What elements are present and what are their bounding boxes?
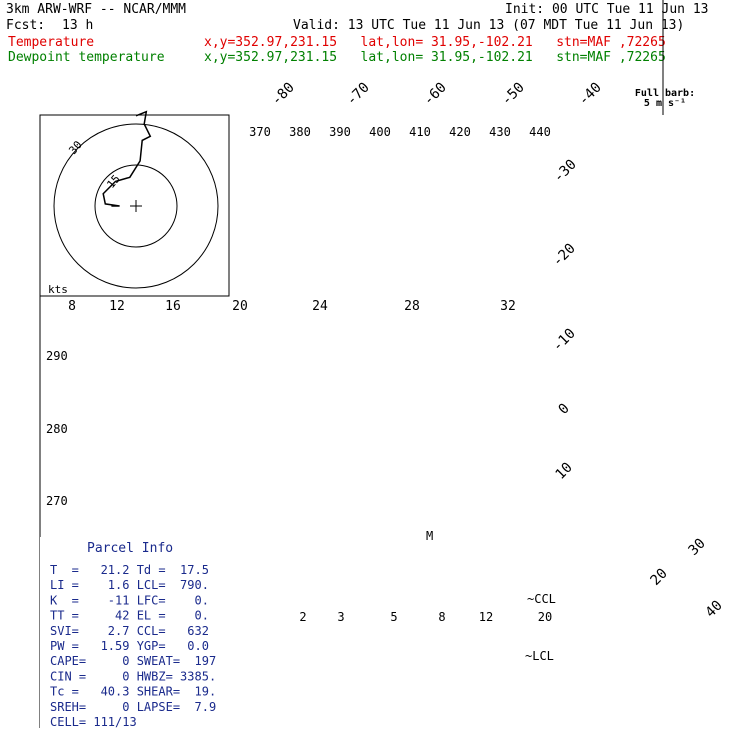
theta-label: 410 xyxy=(409,125,431,139)
isotherm-label: -50 xyxy=(499,80,528,109)
parcel-info-box: Parcel Info T = 21.2 Td = 17.5LI = 1.6 LC… xyxy=(40,537,225,729)
isotherm-label: 30 xyxy=(686,536,709,559)
isotherm-label: 10 xyxy=(553,460,576,483)
theta-label: 380 xyxy=(289,125,311,139)
isotherm-label: 0 xyxy=(556,401,573,418)
mixing-ratio-label: 2 xyxy=(299,610,306,624)
hodograph-ring-label: 32 xyxy=(500,299,516,314)
side-theta-label: 270 xyxy=(46,494,68,508)
parcel-info-row: CAPE= 0 SWEAT= 197 xyxy=(50,654,216,668)
model-title: 3km ARW-WRF -- NCAR/MMM xyxy=(6,2,187,17)
hodograph-units: kts xyxy=(48,283,68,296)
forecast-label: Fcst: xyxy=(6,18,46,33)
hodograph-ring-label: 28 xyxy=(404,299,420,314)
isotherm-label: -70 xyxy=(344,80,373,109)
parcel-info-row: SVI= 2.7 CCL= 632 xyxy=(50,624,209,638)
parcel-info-row: CIN = 0 HWBZ= 3385. xyxy=(50,669,216,683)
theta-label: 420 xyxy=(449,125,471,139)
level-marker: M xyxy=(426,529,433,543)
temperature-location-info: x,y=352.97,231.15 lat,lon= 31.95,-102.21… xyxy=(204,35,666,50)
parcel-info-row: CELL= 111/13 xyxy=(50,715,137,729)
dewpoint-legend-label: Dewpoint temperature xyxy=(8,50,165,65)
theta-label: 400 xyxy=(369,125,391,139)
mixing-ratio-label: 3 xyxy=(337,610,344,624)
hodograph-ring-label: 20 xyxy=(232,299,248,314)
parcel-info-row: K = -11 LFC= 0. xyxy=(50,593,209,607)
dewpoint-location-info: x,y=352.97,231.15 lat,lon= 31.95,-102.21… xyxy=(204,50,666,65)
isotherm-label: 20 xyxy=(648,566,671,589)
hodograph-ring-label: 16 xyxy=(165,299,181,314)
mixing-ratio-label: 12 xyxy=(479,610,493,624)
parcel-info-title: Parcel Info xyxy=(87,541,173,556)
parcel-info-row: LI = 1.6 LCL= 790. xyxy=(50,578,209,592)
valid-time: Valid: 13 UTC Tue 11 Jun 13 (07 MDT Tue … xyxy=(293,18,685,33)
side-theta-label: 280 xyxy=(46,422,68,436)
isotherm-label: -40 xyxy=(576,80,605,109)
barb-legend-line1: Full barb: xyxy=(635,88,695,99)
isotherm-label: -20 xyxy=(550,241,579,270)
isotherm-label: -10 xyxy=(550,326,579,355)
level-marker: ~CCL xyxy=(527,592,556,606)
parcel-info-row: TT = 42 EL = 0. xyxy=(50,609,209,623)
parcel-info-row: SREH= 0 LAPSE= 7.9 xyxy=(50,700,216,714)
hodograph-inner-ring xyxy=(94,164,178,248)
isotherm-label: -80 xyxy=(269,80,298,109)
isotherm xyxy=(0,115,11,728)
hodograph-ring-label: 8 xyxy=(68,299,76,314)
isotherm-label: -30 xyxy=(551,157,580,186)
isotherm-label: -60 xyxy=(421,80,450,109)
mixing-ratio-label: 8 xyxy=(438,610,445,624)
side-theta-label: 290 xyxy=(46,349,68,363)
parcel-info-row: T = 21.2 Td = 17.5 xyxy=(50,563,209,577)
theta-label: 370 xyxy=(249,125,271,139)
hodograph-ring-label: 12 xyxy=(109,299,125,314)
parcel-info-background xyxy=(40,537,225,728)
theta-label: 390 xyxy=(329,125,351,139)
hodograph-ring-label: 24 xyxy=(312,299,328,314)
mixing-ratio-label: 20 xyxy=(538,610,552,624)
barb-legend-line2: 5 m s⁻¹ xyxy=(644,98,686,109)
theta-label: 440 xyxy=(529,125,551,139)
forecast-hour: 13 h xyxy=(62,18,94,33)
mixing-ratio-label: 5 xyxy=(390,610,397,624)
theta-label: 430 xyxy=(489,125,511,139)
level-marker: ~LCL xyxy=(525,649,554,663)
init-time: Init: 00 UTC Tue 11 Jun 13 xyxy=(505,2,709,17)
parcel-info-row: PW = 1.59 YGP= 0.0 xyxy=(50,639,209,653)
hodograph-outer-ring xyxy=(53,123,219,289)
parcel-info-row: Tc = 40.3 SHEAR= 19. xyxy=(50,685,216,699)
hodograph-trace xyxy=(102,110,152,207)
isotherm-label: 40 xyxy=(703,598,726,621)
temperature-legend-label: Temperature xyxy=(8,35,95,50)
